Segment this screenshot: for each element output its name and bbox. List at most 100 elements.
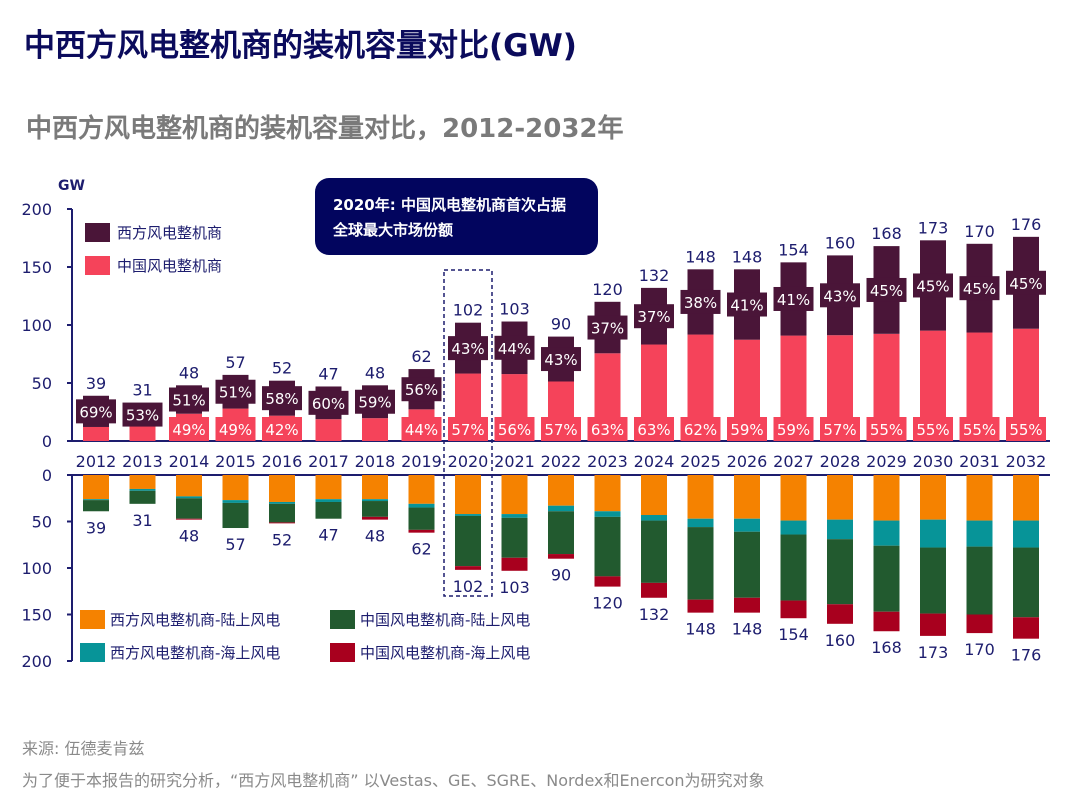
- label-box-western: [76, 399, 116, 424]
- legend-label: 中国风电整机商: [117, 257, 222, 275]
- data-label-western: 53%: [126, 407, 159, 425]
- highlight-box-2020: [443, 269, 493, 597]
- bar-segment-1: [1013, 520, 1039, 548]
- label-box-chinese: [727, 417, 767, 441]
- total-label-bottom: 31: [132, 511, 152, 530]
- label-box-chinese: [448, 417, 488, 441]
- annotation-text: 全球最大市场份额: [332, 221, 453, 239]
- bar-segment-3: [920, 613, 946, 636]
- data-label-western: 58%: [265, 390, 298, 408]
- total-label-bottom: 176: [1011, 646, 1042, 665]
- data-label-western: 60%: [312, 395, 345, 413]
- label-box-chinese: [587, 417, 628, 441]
- label-box-western: [866, 277, 907, 302]
- total-label-bottom: 103: [499, 578, 530, 597]
- y-tick-label: 100: [21, 316, 52, 335]
- data-label-chinese: 55%: [1009, 421, 1042, 439]
- data-label-western: 37%: [591, 320, 624, 338]
- bar-segment-3: [641, 582, 667, 598]
- data-label-chinese: 62%: [684, 421, 717, 439]
- bar-segment-0: [827, 475, 853, 520]
- x-tick-label: 2032: [1006, 452, 1047, 471]
- bar-segment-3: [362, 516, 388, 520]
- y-tick-label: 150: [21, 258, 52, 277]
- label-box-western: [541, 347, 581, 372]
- bar-segment-3: [780, 600, 807, 619]
- data-label-chinese: 57%: [544, 421, 577, 439]
- total-label-top: 90: [551, 315, 571, 334]
- bar-segment-1: [269, 501, 295, 504]
- bar-segment-2: [176, 498, 202, 519]
- legend-label: 中国风电整机商-海上风电: [360, 644, 530, 662]
- bar-segment-1: [780, 520, 807, 535]
- x-tick-label: 2024: [634, 452, 675, 471]
- label-box-chinese: [401, 417, 442, 441]
- x-tick-label: 2023: [587, 452, 628, 471]
- total-label-top: 39: [86, 374, 106, 393]
- label-box-chinese: [541, 417, 581, 441]
- bar-segment-2: [594, 516, 621, 577]
- total-label-top: 62: [411, 347, 431, 366]
- bar-segment-0: [315, 475, 342, 500]
- bar-segment-0: [269, 475, 295, 502]
- total-label-top: 103: [499, 300, 530, 319]
- bar-segment-0: [501, 475, 528, 515]
- data-label-western: 69%: [79, 403, 112, 421]
- label-box-chinese: [1006, 417, 1046, 441]
- total-label-bottom: 52: [272, 530, 292, 549]
- total-label-bottom: 47: [318, 526, 338, 545]
- total-label-bottom: 170: [964, 640, 995, 659]
- legend-label: 中国风电整机商-陆上风电: [360, 611, 530, 629]
- label-box-chinese: [913, 417, 953, 441]
- bar-segment-3: [734, 597, 760, 613]
- bar-segment-1: [641, 514, 667, 521]
- bar-segment-1: [734, 518, 760, 532]
- label-box-western: [215, 379, 256, 404]
- legend-swatch: [85, 256, 110, 275]
- bar-segment-1: [873, 520, 900, 546]
- page-title: 中西方风电整机商的装机容量对比(GW): [24, 28, 577, 64]
- label-box-western: [959, 276, 1000, 301]
- data-label-western: 51%: [172, 392, 205, 410]
- bar-segment-2: [734, 531, 760, 598]
- bar-segment-0: [548, 475, 574, 506]
- x-tick-label: 2031: [959, 452, 1000, 471]
- bar-segment-2: [362, 501, 388, 517]
- data-label-chinese: 57%: [451, 421, 484, 439]
- total-label-bottom: 173: [918, 643, 949, 662]
- y-tick-label: 200: [21, 200, 52, 219]
- bar-segment-2: [780, 534, 807, 601]
- label-box-western: [494, 335, 535, 360]
- label-box-chinese: [820, 417, 860, 441]
- legend-swatch: [80, 610, 105, 629]
- label-box-western: [587, 315, 628, 340]
- data-label-western: 56%: [405, 381, 438, 399]
- total-label-top: 120: [592, 280, 623, 299]
- x-tick-label: 2029: [866, 452, 907, 471]
- data-label-chinese: 55%: [963, 421, 996, 439]
- bar-segment-1: [408, 503, 435, 508]
- data-label-western: 43%: [544, 351, 577, 369]
- total-label-bottom: 90: [551, 566, 571, 585]
- bar-segment-1: [501, 514, 528, 518]
- data-label-western: 41%: [730, 297, 763, 315]
- data-label-western: 44%: [498, 340, 531, 358]
- bar-chinese: [129, 424, 156, 441]
- total-label-bottom: 160: [825, 631, 856, 650]
- legend-label: 西方风电整机商: [117, 224, 222, 242]
- y-tick-label: 200: [21, 652, 52, 671]
- total-label-bottom: 168: [871, 638, 902, 657]
- label-box-western: [680, 289, 721, 314]
- bar-segment-0: [734, 475, 760, 519]
- bar-segment-0: [129, 475, 156, 489]
- bar-segment-2: [920, 547, 946, 614]
- bar-segment-2: [966, 546, 993, 615]
- bar-chinese: [315, 419, 342, 441]
- x-tick-label: 2028: [820, 452, 861, 471]
- total-label-top: 52: [272, 359, 292, 378]
- total-label-bottom: 102: [453, 577, 484, 596]
- data-label-chinese: 56%: [498, 421, 531, 439]
- bar-segment-3: [687, 599, 714, 613]
- total-label-top: 57: [225, 353, 245, 372]
- label-box-western: [262, 386, 302, 411]
